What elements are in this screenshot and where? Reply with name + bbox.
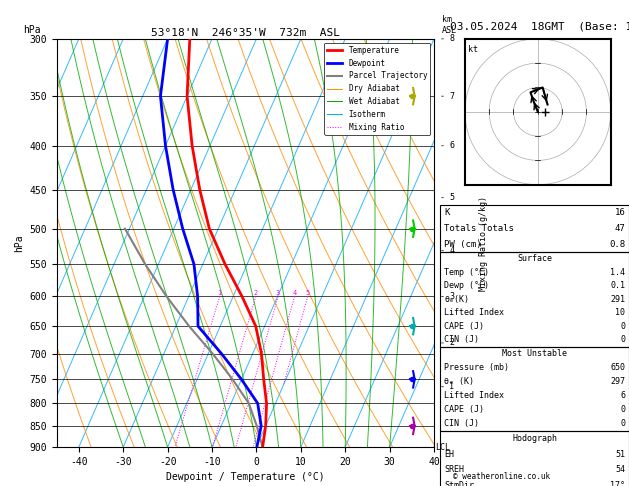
Text: © weatheronline.co.uk: © weatheronline.co.uk bbox=[453, 472, 550, 481]
Bar bbox=[440, 205, 629, 252]
Text: StmDir: StmDir bbox=[444, 481, 474, 486]
Text: Pressure (mb): Pressure (mb) bbox=[444, 363, 509, 372]
Text: 0.8: 0.8 bbox=[609, 240, 625, 249]
X-axis label: Dewpoint / Temperature (°C): Dewpoint / Temperature (°C) bbox=[166, 472, 325, 483]
Text: Most Unstable: Most Unstable bbox=[502, 349, 567, 358]
Text: 650: 650 bbox=[610, 363, 625, 372]
Text: 0: 0 bbox=[620, 335, 625, 345]
Text: Temp (°C): Temp (°C) bbox=[444, 268, 489, 277]
Text: 0.1: 0.1 bbox=[610, 281, 625, 290]
Text: 16: 16 bbox=[615, 208, 625, 217]
Text: Surface: Surface bbox=[517, 254, 552, 263]
Text: 0: 0 bbox=[620, 405, 625, 414]
Text: km
ASL: km ASL bbox=[442, 16, 457, 35]
Text: 6: 6 bbox=[620, 391, 625, 400]
Text: 291: 291 bbox=[610, 295, 625, 304]
Text: 6: 6 bbox=[449, 141, 454, 150]
Bar bbox=[440, 252, 629, 347]
Text: CIN (J): CIN (J) bbox=[444, 419, 479, 428]
Text: SREH: SREH bbox=[444, 466, 464, 474]
Text: 03.05.2024  18GMT  (Base: 18): 03.05.2024 18GMT (Base: 18) bbox=[450, 22, 629, 32]
Text: Lifted Index: Lifted Index bbox=[444, 391, 504, 400]
Text: 5: 5 bbox=[306, 291, 310, 296]
Text: EH: EH bbox=[444, 450, 454, 459]
Bar bbox=[440, 347, 629, 431]
Text: 4: 4 bbox=[292, 291, 297, 296]
Text: 47: 47 bbox=[615, 224, 625, 233]
Text: PW (cm): PW (cm) bbox=[444, 240, 482, 249]
Text: kt: kt bbox=[468, 45, 478, 54]
Text: 54: 54 bbox=[615, 466, 625, 474]
Text: Dewp (°C): Dewp (°C) bbox=[444, 281, 489, 290]
Bar bbox=[440, 431, 629, 486]
Text: 2: 2 bbox=[253, 291, 258, 296]
Text: θₑ (K): θₑ (K) bbox=[444, 377, 474, 386]
Text: 1: 1 bbox=[449, 382, 454, 391]
Title: 53°18'N  246°35'W  732m  ASL: 53°18'N 246°35'W 732m ASL bbox=[151, 28, 340, 38]
Text: 8: 8 bbox=[449, 35, 454, 43]
Text: 4: 4 bbox=[449, 246, 454, 255]
Text: CIN (J): CIN (J) bbox=[444, 335, 479, 345]
Text: CAPE (J): CAPE (J) bbox=[444, 405, 484, 414]
Y-axis label: hPa: hPa bbox=[14, 234, 24, 252]
Text: 1.4: 1.4 bbox=[610, 268, 625, 277]
Text: hPa: hPa bbox=[23, 25, 40, 35]
Text: 3: 3 bbox=[276, 291, 280, 296]
Text: 3: 3 bbox=[449, 292, 454, 301]
Text: Lifted Index: Lifted Index bbox=[444, 309, 504, 317]
Text: 2: 2 bbox=[449, 338, 454, 347]
Text: 297: 297 bbox=[610, 377, 625, 386]
Text: Totals Totals: Totals Totals bbox=[444, 224, 514, 233]
Text: 10: 10 bbox=[615, 309, 625, 317]
Text: 17°: 17° bbox=[610, 481, 625, 486]
Text: Mixing Ratio (g/kg): Mixing Ratio (g/kg) bbox=[479, 195, 488, 291]
Text: 0: 0 bbox=[620, 419, 625, 428]
Text: θₑ(K): θₑ(K) bbox=[444, 295, 469, 304]
Text: Hodograph: Hodograph bbox=[512, 434, 557, 443]
Text: K: K bbox=[444, 208, 450, 217]
Text: LCL: LCL bbox=[435, 443, 450, 451]
Text: 5: 5 bbox=[449, 193, 454, 202]
Legend: Temperature, Dewpoint, Parcel Trajectory, Dry Adiabat, Wet Adiabat, Isotherm, Mi: Temperature, Dewpoint, Parcel Trajectory… bbox=[324, 43, 430, 135]
Text: CAPE (J): CAPE (J) bbox=[444, 322, 484, 331]
Text: 0: 0 bbox=[620, 322, 625, 331]
Text: 51: 51 bbox=[615, 450, 625, 459]
Text: 7: 7 bbox=[449, 92, 454, 101]
Text: 1: 1 bbox=[218, 291, 222, 296]
